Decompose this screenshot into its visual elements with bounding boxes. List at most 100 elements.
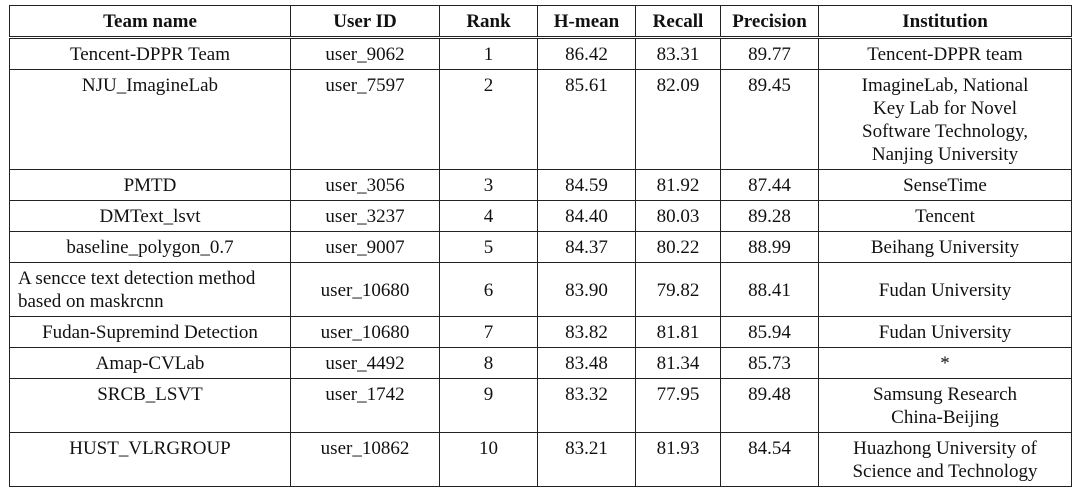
header-user-id: User ID [290,5,440,39]
cell-institution: Fudan University [818,316,1072,348]
cell-recall: 80.03 [635,200,721,232]
cell-precision: 89.48 [720,378,819,433]
cell-team-name: NJU_ImagineLab [9,69,291,170]
cell-team-name: HUST_VLRGROUP [9,432,291,487]
cell-team-name: Amap-CVLab [9,347,291,379]
header-h-mean: H-mean [537,5,636,39]
cell-recall: 81.93 [635,432,721,487]
cell-line: based on maskrcnn [18,291,164,312]
cell-institution: Huazhong University of Science and Techno… [818,432,1072,487]
cell-rank: 6 [439,262,538,317]
cell-user-id: user_10680 [290,262,440,317]
cell-precision: 89.45 [720,69,819,170]
cell-precision: 88.99 [720,231,819,263]
cell-rank: 7 [439,316,538,348]
table-row: PMTD user_3056 3 84.59 81.92 87.44 SenseTime [9,169,1072,201]
cell-team-name: SRCB_LSVT [9,378,291,433]
cell-line: baseline_polygon_0.7 [66,237,234,258]
cell-team-name: Fudan-Supremind Detection [9,316,291,348]
cell-team-name: PMTD [9,169,291,201]
cell-line: Software Technology, [862,121,1028,142]
table-row: Amap-CVLab user_4492 8 83.48 81.34 85.73 * [9,347,1072,379]
results-table: Team name User ID Rank H-mean Recall Pre… [9,5,1072,487]
cell-team-name: DMText_lsvt [9,200,291,232]
cell-h-mean: 83.82 [537,316,636,348]
cell-user-id: user_7597 [290,69,440,170]
cell-precision: 87.44 [720,169,819,201]
header-institution: Institution [818,5,1072,39]
cell-recall: 79.82 [635,262,721,317]
table-header-row: Team name User ID Rank H-mean Recall Pre… [9,5,1072,39]
cell-h-mean: 84.37 [537,231,636,263]
cell-institution: Tencent-DPPR team [818,37,1072,70]
cell-institution: Beihang University [818,231,1072,263]
cell-user-id: user_9007 [290,231,440,263]
cell-institution: SenseTime [818,169,1072,201]
cell-user-id: user_10862 [290,432,440,487]
cell-line: SRCB_LSVT [97,384,203,405]
header-precision: Precision [720,5,819,39]
cell-line: * [940,353,950,374]
cell-rank: 10 [439,432,538,487]
cell-institution: Fudan University [818,262,1072,317]
cell-precision: 88.41 [720,262,819,317]
cell-recall: 80.22 [635,231,721,263]
cell-recall: 81.34 [635,347,721,379]
cell-recall: 81.81 [635,316,721,348]
cell-line: Nanjing University [871,144,1019,165]
cell-h-mean: 84.59 [537,169,636,201]
cell-precision: 89.77 [720,37,819,70]
cell-line: Huazhong University of [853,438,1037,459]
cell-line: Key Lab for Novel [872,98,1018,119]
cell-line: DMText_lsvt [99,206,201,227]
cell-user-id: user_3056 [290,169,440,201]
cell-h-mean: 86.42 [537,37,636,70]
results-table-container: Team name User ID Rank H-mean Recall Pre… [9,5,1072,487]
cell-rank: 3 [439,169,538,201]
cell-user-id: user_9062 [290,37,440,70]
header-team-name: Team name [9,5,291,39]
cell-h-mean: 83.21 [537,432,636,487]
cell-precision: 85.94 [720,316,819,348]
table-row: baseline_polygon_0.7 user_9007 5 84.37 80.22… [9,231,1072,263]
cell-h-mean: 83.90 [537,262,636,317]
cell-precision: 85.73 [720,347,819,379]
cell-line: Fudan University [878,279,1012,301]
cell-line: NJU_ImagineLab [81,75,219,96]
table-row: SRCB_LSVT user_1742 9 83.32 77.95 89.48 Samsun… [9,378,1072,433]
cell-user-id: user_1742 [290,378,440,433]
cell-rank: 1 [439,37,538,70]
table-row: DMText_lsvt user_3237 4 84.40 80.03 89.28 Tenc… [9,200,1072,232]
cell-h-mean: 83.48 [537,347,636,379]
table-row: Tencent-DPPR Team user_9062 1 86.42 83.31 89.… [9,37,1072,70]
cell-line: Science and Technology [852,461,1038,482]
table-row: Fudan-Supremind Detection user_10680 7 83.8… [9,316,1072,348]
cell-rank: 5 [439,231,538,263]
table-row: A sencce text detection method based on m… [9,262,1072,317]
cell-line: HUST_VLRGROUP [69,438,231,459]
table-row: NJU_ImagineLab user_7597 2 85.61 82.09 89.45 I… [9,69,1072,170]
cell-h-mean: 85.61 [537,69,636,170]
cell-rank: 4 [439,200,538,232]
cell-team-name: Tencent-DPPR Team [9,37,291,70]
cell-institution: * [818,347,1072,379]
cell-recall: 82.09 [635,69,721,170]
cell-line: Samsung Research [872,384,1018,405]
cell-rank: 2 [439,69,538,170]
header-recall: Recall [635,5,721,39]
cell-recall: 83.31 [635,37,721,70]
cell-line: Fudan University [878,322,1012,343]
table-body: Tencent-DPPR Team user_9062 1 86.42 83.31 89.… [9,37,1072,487]
header-rank: Rank [439,5,538,39]
cell-rank: 8 [439,347,538,379]
cell-rank: 9 [439,378,538,433]
cell-precision: 89.28 [720,200,819,232]
cell-user-id: user_4492 [290,347,440,379]
cell-h-mean: 84.40 [537,200,636,232]
cell-line: Amap-CVLab [95,353,205,374]
cell-line: Beihang University [870,237,1020,258]
cell-line: A sencce text detection method [18,268,256,289]
cell-team-name: A sencce text detection method based on m… [9,262,291,317]
cell-user-id: user_10680 [290,316,440,348]
cell-recall: 77.95 [635,378,721,433]
